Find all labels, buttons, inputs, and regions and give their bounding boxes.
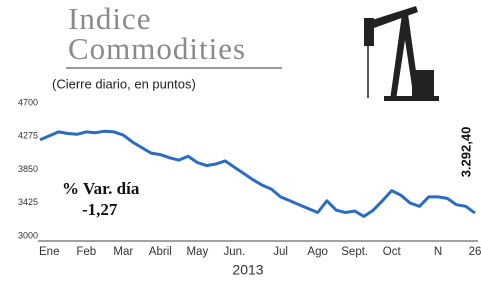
- oil-pump-icon: [364, 6, 439, 101]
- y-tick-label: 3850: [18, 164, 38, 174]
- annotation: -1,27: [82, 200, 118, 219]
- chart: Indice Commodities (Cierre diario, en pu…: [0, 0, 481, 280]
- page: {"chart_data": {"type": "line", "title":…: [0, 0, 481, 280]
- x-tick-label: Mar: [113, 246, 133, 258]
- x-tick-label: N: [434, 246, 442, 258]
- annotation: % Var. día: [62, 179, 140, 198]
- x-tick-label: Abril: [149, 246, 172, 258]
- y-tick-label: 3425: [18, 197, 38, 207]
- x-tick-label: Oct: [383, 246, 402, 258]
- x-tick-label: Ago: [307, 246, 327, 258]
- x-tick-label: Jun.: [223, 246, 245, 258]
- chart-subtitle: Commodities: [68, 31, 246, 66]
- x-tick-label: Ene: [39, 246, 59, 258]
- y-tick-label: 4275: [18, 131, 38, 141]
- last-value-label: 3.292,40: [458, 127, 473, 178]
- x-tick-label: Sept.: [341, 246, 368, 258]
- x-axis-label: 2013: [232, 262, 263, 278]
- x-tick-label: Jul: [273, 246, 288, 258]
- x-tick-label: May: [186, 246, 208, 258]
- y-tick-label: 3000: [18, 230, 38, 240]
- x-tick-label: Feb: [76, 246, 96, 258]
- x-tick-label: 26: [469, 246, 481, 258]
- chart-note: (Cierre diario, en puntos): [52, 76, 196, 91]
- y-tick-label: 4700: [18, 97, 38, 107]
